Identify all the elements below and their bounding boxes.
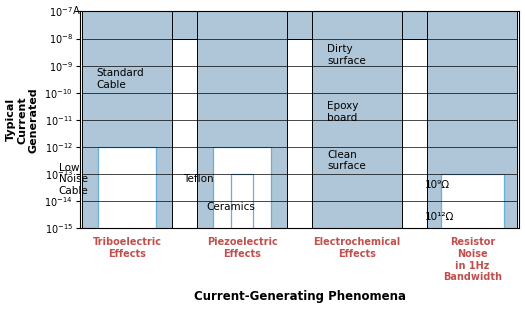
Bar [312,11,402,228]
Text: Teflon: Teflon [183,175,214,184]
X-axis label: Current-Generating Phenomena: Current-Generating Phenomena [194,290,406,303]
Text: Dirty
surface: Dirty surface [327,44,366,66]
Text: Ceramics: Ceramics [206,201,255,212]
Text: 10¹²Ω: 10¹²Ω [425,213,454,222]
Bar [98,147,156,228]
Y-axis label: Typical
Current
Generated: Typical Current Generated [6,87,39,153]
Bar [82,11,172,228]
Bar [232,174,253,228]
Text: Clean
surface: Clean surface [327,150,366,171]
Bar [82,11,517,39]
Text: A: A [70,6,79,16]
Bar [213,147,271,228]
Text: 10⁹Ω: 10⁹Ω [425,180,450,190]
Bar [441,174,503,228]
Text: Standard
Cable: Standard Cable [97,68,144,90]
Bar [197,11,287,228]
Bar [427,11,517,228]
Text: Epoxy
board: Epoxy board [327,101,359,123]
Text: Low
Noise
Cable: Low Noise Cable [59,163,89,196]
